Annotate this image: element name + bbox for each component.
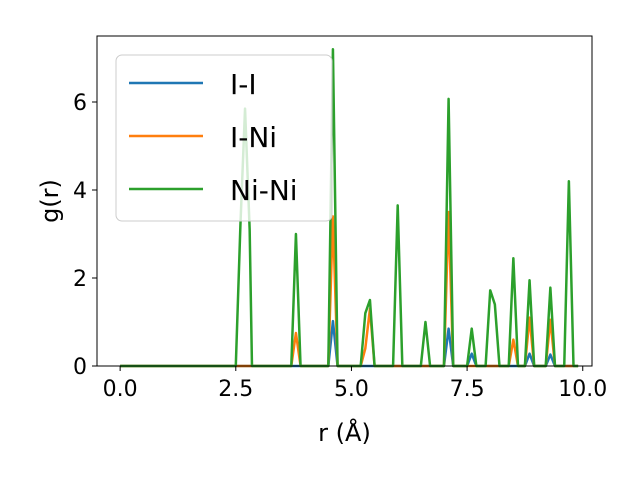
x-axis-label: r (Å) [318,418,371,447]
legend-label-ni-ni: Ni-Ni [230,174,298,207]
x-tick-label: 2.5 [218,377,253,402]
x-tick-label: 5.0 [334,377,369,402]
plot-frame [96,35,593,367]
y-tick-label: 6 [73,91,87,116]
x-axis: 0.0 2.5 5.0 7.5 10.0 [103,366,607,402]
y-axis-label: g(r) [36,179,64,223]
y-tick-label: 4 [73,179,87,204]
x-tick-label: 0.0 [103,377,138,402]
x-tick-label: 7.5 [450,377,485,402]
y-tick-label: 0 [73,355,87,380]
legend: I-I I-Ni Ni-Ni [115,54,333,222]
legend-box [115,54,333,222]
y-axis: 0 2 4 6 [73,91,97,380]
x-tick-label: 10.0 [558,377,607,402]
y-tick-label: 2 [73,267,87,292]
legend-label-i-i: I-I [230,68,257,101]
legend-label-i-ni: I-Ni [230,121,277,154]
